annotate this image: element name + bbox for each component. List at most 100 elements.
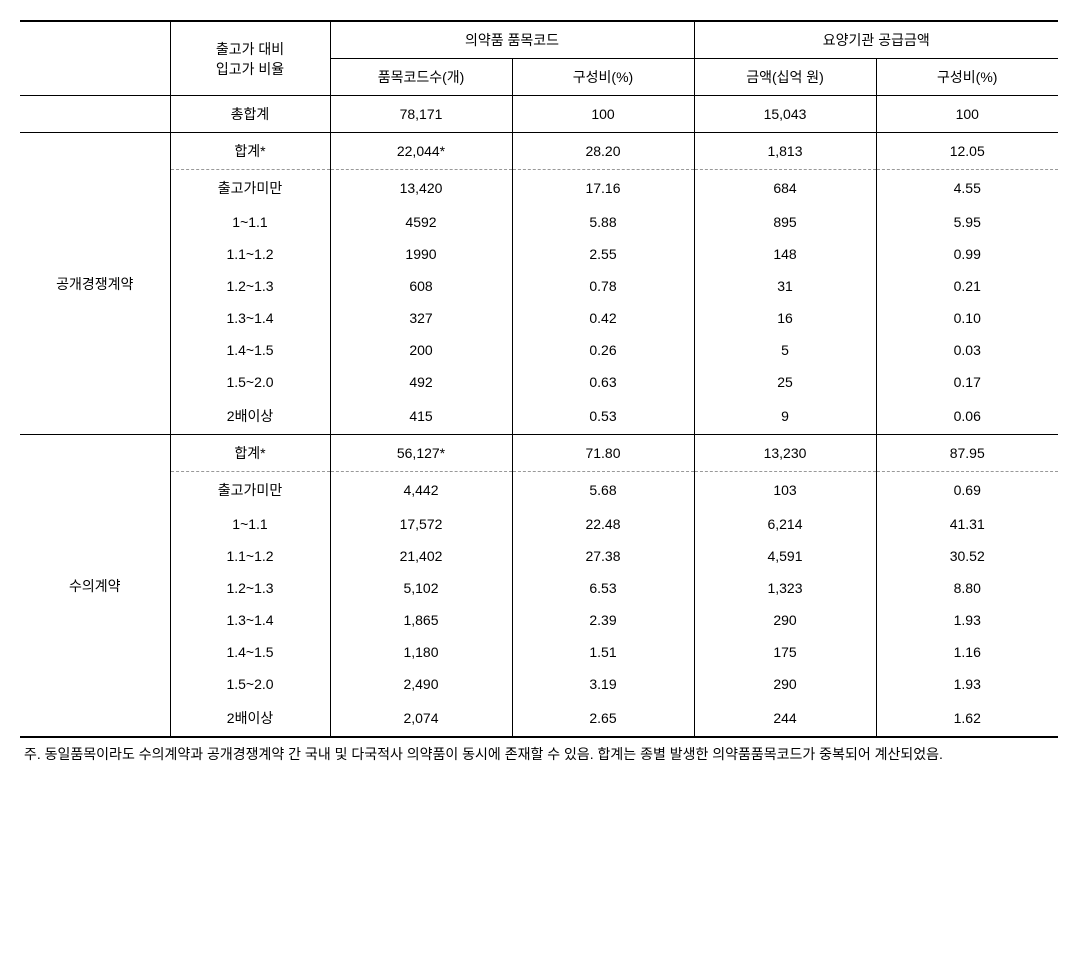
total-c3: 15,043 [694,96,876,133]
data-row: 1~1.1 4592 5.88 895 5.95 [20,206,1058,238]
row-label: 1.5~2.0 [170,366,330,398]
data-row: 출고가미만 13,420 17.16 684 4.55 [20,170,1058,207]
row-label: 1.2~1.3 [170,270,330,302]
data-row: 1.5~2.0 2,490 3.19 290 1.93 [20,668,1058,700]
subtotal-row: 수의계약 합계* 56,127* 71.80 13,230 87.95 [20,435,1058,472]
row-c4: 4.55 [876,170,1058,207]
subtotal-label: 합계* [170,435,330,472]
header-blank [20,21,170,96]
data-row: 1.1~1.2 21,402 27.38 4,591 30.52 [20,540,1058,572]
total-c2: 100 [512,96,694,133]
row-c1: 608 [330,270,512,302]
row-c4: 0.06 [876,398,1058,435]
section-title: 수의계약 [20,435,170,738]
row-c1: 1990 [330,238,512,270]
row-c2: 17.16 [512,170,694,207]
row-c2: 2.65 [512,700,694,737]
data-row: 1.5~2.0 492 0.63 25 0.17 [20,366,1058,398]
row-c4: 5.95 [876,206,1058,238]
row-c1: 200 [330,334,512,366]
row-c1: 5,102 [330,572,512,604]
section-title: 공개경쟁계약 [20,133,170,435]
row-c1: 17,572 [330,508,512,540]
row-c2: 0.78 [512,270,694,302]
row-c1: 415 [330,398,512,435]
row-label: 2배이상 [170,398,330,435]
row-c1: 1,180 [330,636,512,668]
row-c2: 5.88 [512,206,694,238]
row-c2: 0.53 [512,398,694,435]
row-c2: 0.42 [512,302,694,334]
data-row: 1~1.1 17,572 22.48 6,214 41.31 [20,508,1058,540]
data-table: 출고가 대비 입고가 비율 의약품 품목코드 요양기관 공급금액 품목코드수(개… [20,20,1058,738]
row-c4: 1.93 [876,668,1058,700]
row-c3: 5 [694,334,876,366]
row-c3: 103 [694,472,876,509]
subtotal-row: 공개경쟁계약 합계* 22,044* 28.20 1,813 12.05 [20,133,1058,170]
row-c3: 9 [694,398,876,435]
subtotal-c3: 13,230 [694,435,876,472]
row-c4: 0.17 [876,366,1058,398]
subtotal-c4: 87.95 [876,435,1058,472]
row-c2: 3.19 [512,668,694,700]
header-col-1: 품목코드수(개) [330,59,512,96]
row-c3: 6,214 [694,508,876,540]
row-c4: 0.10 [876,302,1058,334]
row-c2: 22.48 [512,508,694,540]
row-label: 1.3~1.4 [170,302,330,334]
row-c4: 1.62 [876,700,1058,737]
data-row: 1.2~1.3 608 0.78 31 0.21 [20,270,1058,302]
row-label: 1.1~1.2 [170,238,330,270]
row-c3: 16 [694,302,876,334]
header-group-2: 요양기관 공급금액 [694,21,1058,59]
data-row: 1.3~1.4 1,865 2.39 290 1.93 [20,604,1058,636]
row-label: 출고가미만 [170,472,330,509]
row-label: 2배이상 [170,700,330,737]
row-c4: 1.16 [876,636,1058,668]
subtotal-label: 합계* [170,133,330,170]
row-c4: 41.31 [876,508,1058,540]
row-c1: 492 [330,366,512,398]
subtotal-c2: 71.80 [512,435,694,472]
header-row-1: 출고가 대비 입고가 비율 의약품 품목코드 요양기관 공급금액 [20,21,1058,59]
row-c2: 2.39 [512,604,694,636]
row-label: 1.1~1.2 [170,540,330,572]
data-row: 출고가미만 4,442 5.68 103 0.69 [20,472,1058,509]
row-c4: 30.52 [876,540,1058,572]
row-c1: 2,074 [330,700,512,737]
total-row: 총합계 78,171 100 15,043 100 [20,96,1058,133]
row-c2: 2.55 [512,238,694,270]
data-row: 1.3~1.4 327 0.42 16 0.10 [20,302,1058,334]
row-c3: 148 [694,238,876,270]
data-row: 1.4~1.5 200 0.26 5 0.03 [20,334,1058,366]
row-c1: 1,865 [330,604,512,636]
data-row: 1.2~1.3 5,102 6.53 1,323 8.80 [20,572,1058,604]
data-row: 1.1~1.2 1990 2.55 148 0.99 [20,238,1058,270]
row-c1: 4,442 [330,472,512,509]
row-c3: 684 [694,170,876,207]
row-c3: 290 [694,668,876,700]
row-c3: 1,323 [694,572,876,604]
row-c4: 0.69 [876,472,1058,509]
data-row: 2배이상 2,074 2.65 244 1.62 [20,700,1058,737]
data-row: 2배이상 415 0.53 9 0.06 [20,398,1058,435]
row-c4: 0.99 [876,238,1058,270]
total-label: 총합계 [170,96,330,133]
row-c4: 8.80 [876,572,1058,604]
subtotal-c1: 56,127* [330,435,512,472]
row-c1: 13,420 [330,170,512,207]
header-col-3: 금액(십억 원) [694,59,876,96]
row-label: 1~1.1 [170,508,330,540]
row-c4: 0.03 [876,334,1058,366]
row-c4: 0.21 [876,270,1058,302]
total-blank [20,96,170,133]
header-col-2: 구성비(%) [512,59,694,96]
row-c3: 895 [694,206,876,238]
header-group-1: 의약품 품목코드 [330,21,694,59]
subtotal-c4: 12.05 [876,133,1058,170]
total-c1: 78,171 [330,96,512,133]
row-c3: 31 [694,270,876,302]
row-c1: 4592 [330,206,512,238]
row-c2: 1.51 [512,636,694,668]
subtotal-c3: 1,813 [694,133,876,170]
